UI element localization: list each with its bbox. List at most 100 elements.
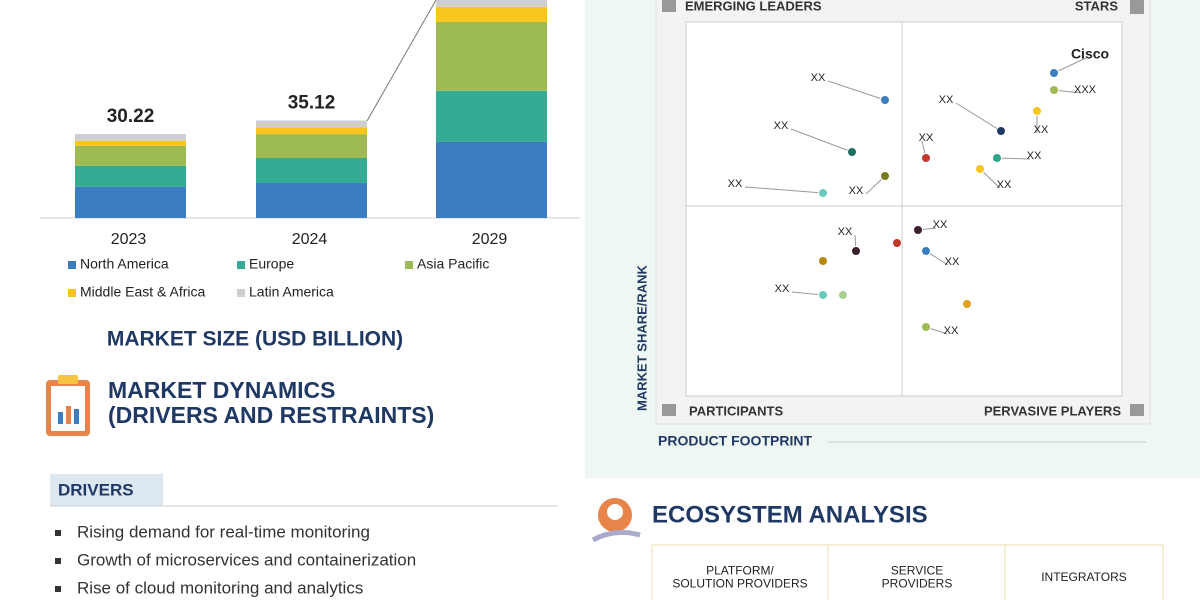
leader-line [996, 157, 1031, 160]
quadrant-label: PERVASIVE PLAYERS [984, 403, 1121, 418]
node-dot [892, 238, 902, 248]
node-label: XX [933, 219, 948, 231]
column-header: PLATFORM/ [706, 564, 774, 578]
bar-segment [256, 127, 367, 135]
node-label: XX [811, 72, 826, 84]
tab [50, 474, 163, 506]
y-axis-label: MARKET SHARE/RANK [634, 264, 649, 411]
bar-segment [436, 21, 547, 91]
section-title: MARKET DYNAMICS [108, 377, 335, 403]
bar-segment [436, 90, 547, 142]
quadrant-label: EMERGING LEADERS [685, 0, 822, 13]
section-title: ECOSYSTEM ANALYSIS [652, 501, 928, 528]
node-label: XX [728, 178, 743, 190]
node-dot [921, 322, 931, 332]
column-header: SERVICE [891, 564, 943, 578]
leader-line [744, 186, 824, 194]
x-tick-label: 2023 [111, 231, 147, 248]
column-header: PROVIDERS [882, 577, 953, 591]
driver-item: Rise of cloud monitoring and analytics [77, 578, 363, 597]
node-dot [880, 171, 890, 181]
node-label: XX [1034, 124, 1049, 136]
bullet [55, 530, 61, 536]
legend-label: North America [80, 256, 169, 272]
column-header: INTEGRATORS [1041, 570, 1127, 584]
bar-segment [256, 158, 367, 184]
node-dot [921, 246, 931, 256]
node-label: Cisco [1071, 46, 1109, 62]
node-label: XX [945, 256, 960, 268]
icon [1130, 404, 1144, 416]
bar-segment [75, 165, 186, 187]
node-label: XX [939, 94, 954, 106]
column-header: SOLUTION PROVIDERS [672, 577, 807, 591]
node-label: XX [1027, 150, 1042, 162]
legend-label: Latin America [249, 284, 334, 300]
bar-segment [75, 134, 186, 141]
legend-swatch [237, 289, 245, 297]
legend-swatch [237, 261, 245, 269]
bar-segment [256, 134, 367, 159]
legend-swatch [68, 261, 76, 269]
total-label: 30.22 [107, 106, 155, 127]
node-label: XX [774, 120, 789, 132]
section-title: (DRIVERS AND RESTRAINTS) [108, 402, 434, 428]
node-label: XX [775, 283, 790, 295]
node-dot [962, 299, 972, 309]
bar-segment [75, 140, 186, 146]
node-label: XXX [1074, 84, 1097, 96]
driver-item: Growth of microservices and containeriza… [77, 550, 416, 569]
node-dot [847, 147, 857, 157]
quadrant-label: PARTICIPANTS [689, 403, 783, 418]
node-dot [975, 164, 985, 174]
node-label: XX [919, 132, 934, 144]
table [651, 544, 1164, 600]
icon [591, 529, 641, 543]
bar-segment [436, 6, 547, 22]
quadrant-area [685, 21, 1123, 397]
bullet [55, 586, 61, 592]
node-dot [838, 290, 848, 300]
node-dot [921, 153, 931, 163]
node-dot [996, 126, 1006, 136]
leader-line [791, 291, 824, 296]
bar-segment [256, 120, 367, 128]
tab-heading: DRIVERS [58, 480, 134, 499]
bar-segment [75, 186, 186, 218]
node-dot [1049, 68, 1059, 78]
node-label: XX [944, 325, 959, 337]
growth-connector [366, 0, 437, 122]
bar-segment [256, 183, 367, 218]
legend-label: Europe [249, 256, 294, 272]
icon [58, 375, 78, 384]
bullet [55, 558, 61, 564]
icon [662, 0, 676, 12]
icon [1130, 0, 1144, 14]
legend-swatch [405, 261, 413, 269]
icon [66, 406, 71, 424]
driver-item: Rising demand for real-time monitoring [77, 522, 370, 541]
bar-segment [75, 145, 186, 166]
leader-line [827, 80, 886, 101]
quadrant-label: STARS [1075, 0, 1118, 13]
legend-swatch [68, 289, 76, 297]
legend-label: Asia Pacific [417, 256, 489, 272]
x-tick-label: 2029 [472, 231, 508, 248]
leader-line [1053, 57, 1087, 74]
node-label: XX [997, 179, 1012, 191]
icon [662, 404, 676, 416]
node-dot [818, 290, 828, 300]
icon [607, 504, 623, 520]
x-tick-label: 2024 [292, 231, 328, 248]
x-axis-label: PRODUCT FOOTPRINT [658, 433, 812, 449]
leader-line [790, 128, 853, 153]
node-dot [818, 188, 828, 198]
icon [74, 409, 79, 424]
chart-title: MARKET SIZE (USD BILLION) [107, 328, 403, 351]
total-label: 35.12 [288, 92, 336, 113]
node-dot [880, 95, 890, 105]
node-label: XX [838, 226, 853, 238]
bar-segment [436, 0, 547, 7]
node-dot [1032, 106, 1042, 116]
